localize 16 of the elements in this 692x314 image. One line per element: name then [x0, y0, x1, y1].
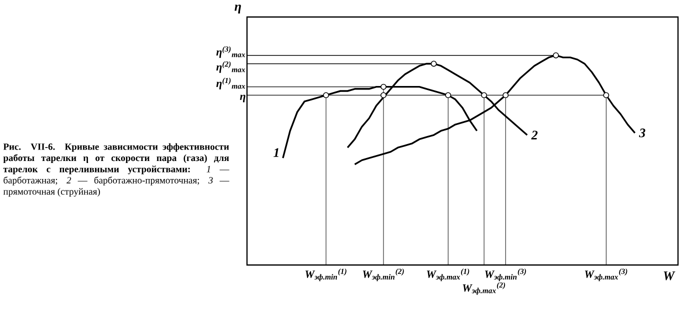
point	[430, 60, 437, 67]
series-label: 1	[274, 148, 278, 157]
y-axis-title: η	[234, 4, 241, 14]
x-axis-title: W	[664, 272, 676, 280]
point	[380, 84, 386, 90]
point	[603, 92, 610, 98]
series-label: 3	[638, 128, 646, 138]
point	[502, 92, 509, 98]
point	[481, 92, 488, 98]
text: Рис. VII-6. Кривые зависимости эффективности работы тарелки η от скорости пара (газа) для тарелок с переливными устройствами: 1 — барботажная; 2 — барботажно-прямоточная; 3 — прямоточная (струйная)	[3, 143, 230, 197]
point	[445, 92, 452, 98]
point	[380, 92, 386, 98]
point	[323, 92, 330, 98]
point	[552, 52, 559, 58]
ref-line-label: η	[240, 94, 246, 102]
series-label: 2	[531, 130, 538, 140]
